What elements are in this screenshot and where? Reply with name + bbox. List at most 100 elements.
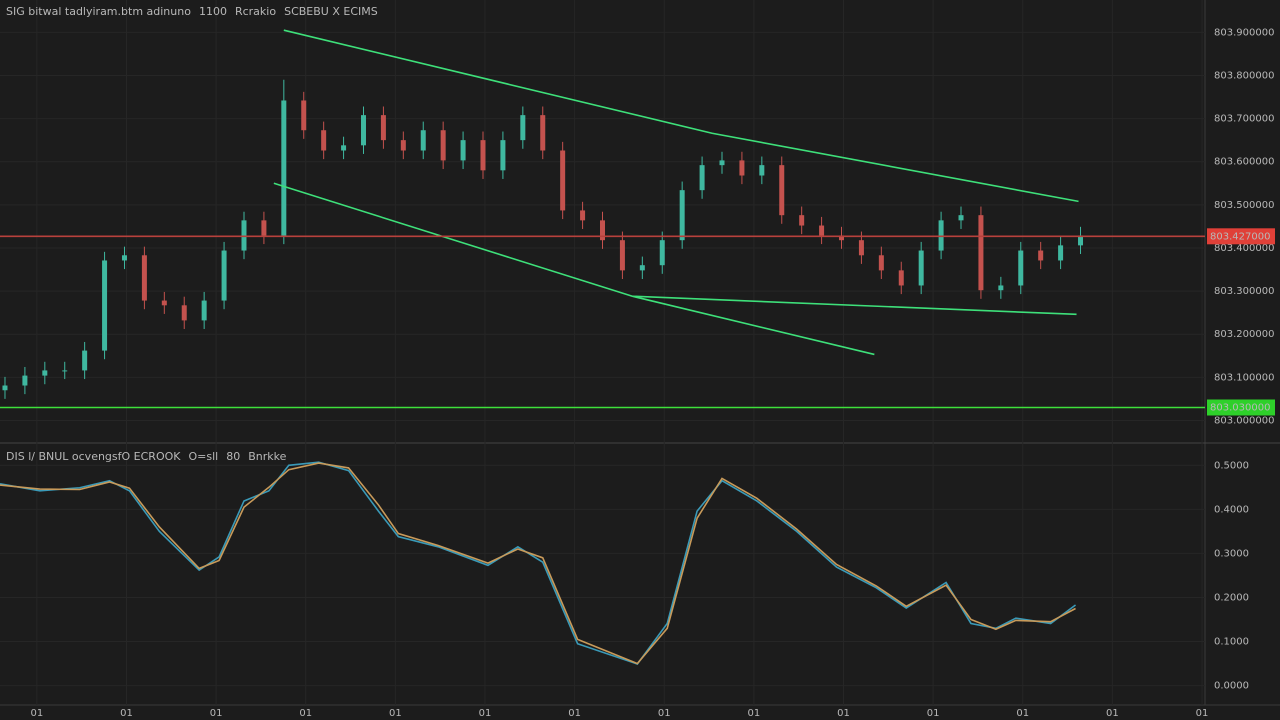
trend-line: [283, 29, 1079, 203]
candle-body: [1078, 235, 1084, 246]
price-tag: [1207, 399, 1275, 416]
candle-body: [420, 130, 426, 151]
candle-body: [201, 300, 207, 321]
y-tick-label: 803.900000: [1214, 27, 1274, 38]
y-tick-label: 803.400000: [1214, 243, 1274, 254]
x-tick-label: 01: [568, 708, 581, 719]
candle-body: [22, 375, 28, 386]
candle-body: [858, 240, 864, 256]
candle-body: [679, 190, 685, 241]
trend-line: [273, 182, 875, 356]
panel-title: SIG bitwal tadlyiram.btm adinuno: [6, 5, 191, 18]
price-tag: [1207, 228, 1275, 245]
candle-body: [998, 285, 1004, 291]
candle-body: [779, 165, 785, 216]
candle-body: [739, 160, 745, 176]
oscillator-line: [0, 462, 1076, 665]
candle-body: [600, 220, 605, 241]
candle-body: [619, 240, 625, 271]
y-tick-label: 0.1000: [1214, 637, 1249, 648]
candle-body: [719, 160, 725, 166]
candle-body: [799, 215, 805, 226]
trend-line: [632, 295, 1077, 316]
candle-body: [141, 255, 147, 301]
candle-body: [181, 305, 187, 321]
y-tick-label: 803.200000: [1214, 329, 1274, 340]
candle-body: [480, 140, 486, 171]
x-tick-label: 01: [299, 708, 312, 719]
candle-body: [639, 265, 645, 271]
y-tick-label: 803.300000: [1214, 286, 1274, 297]
candle-body: [938, 220, 944, 251]
candle-body: [1038, 250, 1044, 261]
candle-body: [42, 370, 48, 376]
candle-body: [878, 255, 884, 271]
y-tick-label: 803.500000: [1214, 200, 1274, 211]
x-tick-label: 01: [1016, 708, 1029, 719]
candle-body: [958, 215, 964, 221]
panel-title: Rcrakio: [235, 5, 276, 18]
candle-body: [1018, 250, 1024, 286]
panel-title: 80: [226, 450, 240, 463]
candle-body: [241, 220, 247, 251]
candle-body: [659, 240, 665, 266]
candle-body: [520, 115, 526, 141]
candle-body: [759, 165, 765, 176]
candle-body: [121, 255, 127, 261]
x-tick-label: 01: [389, 708, 402, 719]
candle-body: [500, 140, 506, 171]
candle-body: [540, 115, 546, 151]
y-tick-label: 803.700000: [1214, 114, 1274, 125]
panel-title: SCBEBU X ECIMS: [284, 5, 378, 18]
candle-body: [560, 150, 566, 211]
panel-title: O=sll: [188, 450, 218, 463]
x-tick-label: 01: [837, 708, 850, 719]
y-tick-label: 0.4000: [1214, 504, 1249, 515]
candle-body: [221, 250, 227, 301]
candle-body: [281, 100, 287, 236]
x-tick-label: 01: [120, 708, 133, 719]
candle-body: [460, 140, 466, 161]
candle-body: [699, 165, 705, 191]
y-tick-label: 0.5000: [1214, 460, 1249, 471]
y-tick-label: 803.800000: [1214, 70, 1274, 81]
candle-body: [1058, 245, 1064, 261]
y-tick-label: 0.0000: [1214, 681, 1249, 692]
x-tick-label: 01: [210, 708, 223, 719]
y-tick-label: 803.000000: [1214, 415, 1274, 426]
y-tick-label: 803.600000: [1214, 157, 1274, 168]
candle-body: [898, 270, 904, 286]
price-tag-label: 803.427000: [1210, 231, 1270, 242]
candle-body: [62, 370, 68, 372]
panel-title: DIS l/ BNUL ocvengsfO ECROOK: [6, 450, 181, 463]
candle-body: [440, 130, 446, 161]
candle-body: [839, 235, 845, 241]
candle-body: [580, 210, 586, 221]
candle-body: [2, 385, 8, 391]
y-tick-label: 0.3000: [1214, 548, 1249, 559]
x-tick-label: 01: [748, 708, 761, 719]
candle-body: [341, 145, 347, 151]
candle-body: [261, 220, 267, 236]
y-tick-label: 0.2000: [1214, 592, 1249, 603]
candle-body: [161, 300, 167, 306]
candle-body: [321, 130, 327, 151]
candle-body: [360, 115, 366, 146]
candle-body: [918, 250, 924, 286]
candle-body: [380, 115, 386, 141]
x-tick-label: 01: [30, 708, 43, 719]
candle-body: [102, 260, 108, 351]
panel-title: Bnrkke: [248, 450, 286, 463]
x-tick-label: 01: [927, 708, 940, 719]
candle-body: [301, 100, 307, 131]
candle-body: [819, 225, 825, 236]
price-tag-label: 803.030000: [1210, 403, 1270, 414]
x-tick-label: 01: [658, 708, 671, 719]
panel-title: 1100: [199, 5, 227, 18]
y-tick-label: 803.100000: [1214, 372, 1274, 383]
candle-body: [978, 215, 984, 291]
candle-body: [400, 140, 406, 151]
